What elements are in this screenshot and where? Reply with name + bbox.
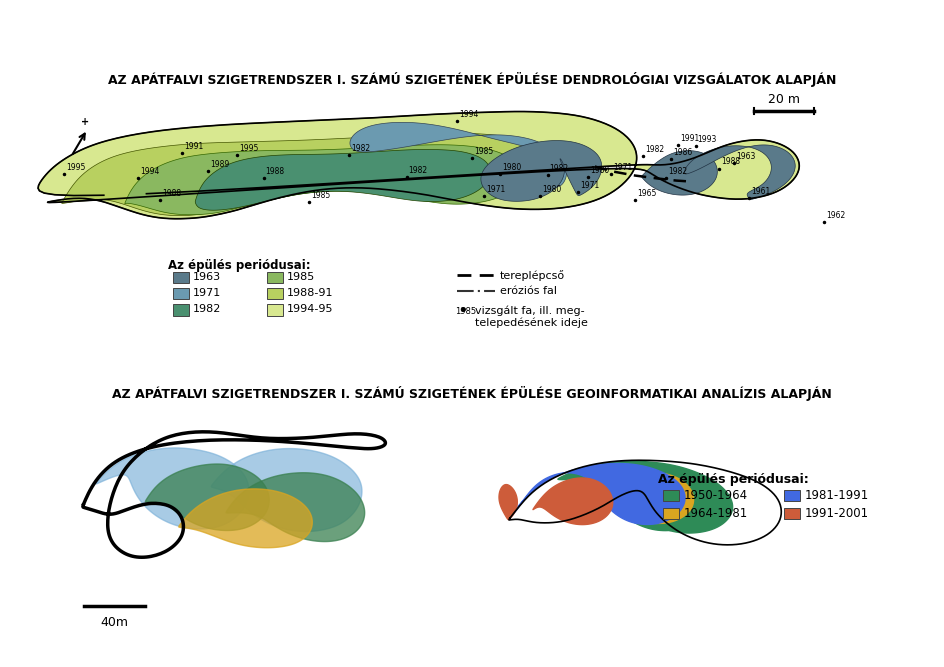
Text: 1963: 1963 (194, 272, 221, 282)
Bar (664, 490, 680, 501)
Text: Az épülés periódusai:: Az épülés periódusai: (168, 259, 311, 272)
Polygon shape (145, 464, 269, 530)
Text: 1985: 1985 (474, 147, 494, 157)
Polygon shape (350, 122, 566, 187)
Text: 1950-1964: 1950-1964 (683, 489, 748, 502)
Text: 1988: 1988 (265, 167, 285, 175)
Polygon shape (96, 448, 249, 529)
Text: 1962: 1962 (826, 211, 846, 220)
Text: vizsgált fa, ill. meg-
telepedésének ideje: vizsgált fa, ill. meg- telepedésének ide… (475, 305, 588, 328)
Text: +: + (81, 117, 90, 127)
Text: 1988-91: 1988-91 (287, 288, 333, 298)
Text: 1989: 1989 (211, 159, 229, 169)
Bar (266, 304, 282, 315)
Title: AZ APÁTFALVI SZIGETRENDSZER I. SZÁMÚ SZIGETÉNEK ÉPÜLÉSE GEOINFORMATIKAI ANALÍZIS: AZ APÁTFALVI SZIGETRENDSZER I. SZÁMÚ SZI… (112, 386, 832, 400)
Text: 1994-95: 1994-95 (287, 304, 333, 314)
Text: 1995: 1995 (66, 163, 86, 171)
Text: 1971: 1971 (486, 185, 505, 193)
Text: 1971: 1971 (613, 163, 632, 171)
Text: 1980: 1980 (502, 163, 521, 171)
Text: 1994: 1994 (459, 110, 479, 119)
Text: tereplépcső: tereplépcső (500, 269, 565, 281)
Bar (784, 490, 801, 501)
Text: 1971: 1971 (580, 181, 599, 189)
Text: 1963: 1963 (735, 153, 755, 161)
Polygon shape (499, 485, 517, 520)
Text: 1991-2001: 1991-2001 (804, 507, 868, 520)
Text: 1982: 1982 (549, 163, 568, 173)
Bar (173, 288, 189, 299)
Polygon shape (195, 149, 490, 210)
Text: 1982: 1982 (409, 165, 428, 175)
Text: 1988: 1988 (720, 157, 740, 167)
Polygon shape (533, 478, 613, 524)
Text: 1993: 1993 (698, 135, 716, 144)
Text: 1980: 1980 (543, 185, 562, 193)
Polygon shape (61, 133, 550, 215)
Bar (266, 272, 282, 283)
Title: AZ APÁTFALVI SZIGETRENDSZER I. SZÁMÚ SZIGETÉNEK ÉPÜLÉSE DENDROLÓGIAI VIZSGÁLATOK: AZ APÁTFALVI SZIGETRENDSZER I. SZÁMÚ SZI… (108, 72, 836, 87)
Polygon shape (480, 141, 601, 201)
Polygon shape (125, 145, 521, 215)
Text: 1985: 1985 (455, 307, 476, 316)
Text: 20 m: 20 m (768, 93, 801, 106)
Text: 1991: 1991 (184, 142, 203, 151)
Bar (664, 508, 680, 519)
Text: 1964-1981: 1964-1981 (683, 507, 748, 520)
Text: 1982: 1982 (194, 304, 222, 314)
Text: 1985: 1985 (311, 191, 330, 199)
Polygon shape (211, 449, 362, 532)
Text: 1981-1991: 1981-1991 (804, 489, 868, 502)
Text: Az épülés periódusai:: Az épülés periódusai: (658, 473, 809, 486)
Text: 1985: 1985 (287, 272, 315, 282)
Polygon shape (509, 464, 685, 524)
Text: 1995: 1995 (240, 144, 259, 153)
Text: 1986: 1986 (673, 149, 693, 157)
Text: 1971: 1971 (194, 288, 221, 298)
Polygon shape (38, 111, 800, 219)
Text: 1961: 1961 (750, 187, 770, 195)
Bar (173, 272, 189, 283)
Text: 1982: 1982 (351, 144, 370, 153)
Polygon shape (558, 462, 733, 533)
Text: 1982: 1982 (668, 167, 687, 175)
Bar (266, 288, 282, 299)
Polygon shape (642, 151, 717, 195)
Polygon shape (178, 489, 312, 548)
Text: 1988: 1988 (161, 189, 181, 197)
Polygon shape (227, 473, 364, 542)
Text: 1965: 1965 (637, 189, 656, 197)
Polygon shape (684, 145, 795, 199)
Polygon shape (610, 473, 694, 524)
Text: 1980: 1980 (590, 165, 609, 175)
Text: eróziós fal: eróziós fal (500, 286, 557, 296)
Bar (173, 304, 189, 315)
Text: 40m: 40m (101, 616, 128, 629)
Bar (784, 508, 801, 519)
Text: 1982: 1982 (645, 145, 665, 154)
Text: 1994: 1994 (140, 167, 160, 175)
Text: 1991: 1991 (681, 134, 700, 143)
